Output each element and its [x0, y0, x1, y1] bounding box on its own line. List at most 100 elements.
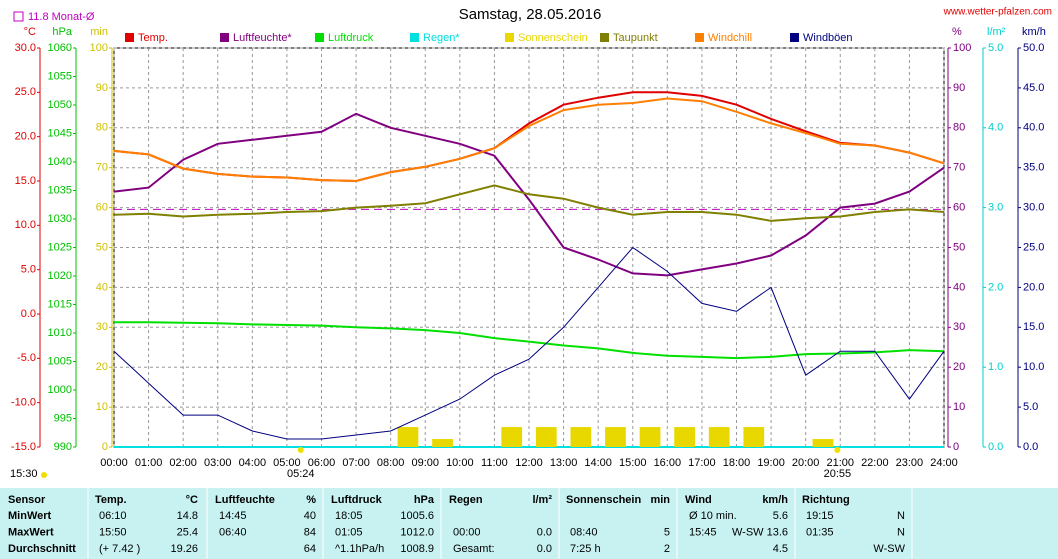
axis-tick-label: 5.0 [21, 264, 36, 276]
axis-tick-label: 40 [96, 281, 108, 293]
series-line [113, 246, 945, 440]
axis-unit: hPa [52, 26, 72, 38]
source: www.wetter-pfalzen.com [943, 7, 1052, 18]
table-cell: (+ 7.42 ) [99, 543, 140, 555]
table-header: l/m² [532, 494, 552, 506]
table-cell: 15:50 [99, 526, 127, 538]
table-header: °C [186, 494, 198, 506]
table-cell: 0.0 [537, 543, 552, 555]
axis-tick-label: 1030 [48, 213, 72, 225]
axis-tick-label: 30.0 [1023, 202, 1044, 214]
x-tick-label: 18:00 [723, 457, 751, 469]
legend-label: Taupunkt [613, 32, 658, 44]
table-cell: 06:40 [219, 526, 247, 538]
table-cell: 08:40 [570, 526, 598, 538]
table-cell: MaxWert [8, 526, 54, 538]
time-marker [41, 472, 47, 478]
legend-swatch [600, 33, 609, 42]
axis-tick-label: 0.0 [21, 308, 36, 320]
table-cell: Durchschnitt [8, 543, 76, 555]
table-cell: 84 [304, 526, 316, 538]
axis-tick-label: 10.0 [15, 219, 36, 231]
axis-tick-label: 0 [102, 441, 108, 453]
x-tick-label: 09:00 [411, 457, 439, 469]
legend-swatch [790, 33, 799, 42]
table-header: Richtung [802, 494, 850, 506]
axis-tick-label: 5.0 [988, 42, 1003, 54]
table-cell: 06:10 [99, 510, 127, 522]
table-cell: 5 [664, 526, 670, 538]
axis-tick-label: 90 [953, 82, 965, 94]
table-header: min [650, 494, 670, 506]
table-cell: 1012.0 [400, 526, 434, 538]
axis-tick-label: 1005 [48, 355, 72, 367]
sunset-label: 20:55 [824, 468, 852, 480]
axis-tick-label: 2.0 [988, 281, 1003, 293]
sunshine-bar [397, 427, 419, 447]
table-cell: 01:35 [806, 526, 834, 538]
table-cell: N [897, 510, 905, 522]
sunshine-bar [812, 439, 834, 447]
axis-tick-label: 70 [953, 162, 965, 174]
axis-tick-label: 10.0 [1023, 361, 1044, 373]
x-tick-label: 11:00 [481, 457, 508, 469]
x-tick-label: 07:00 [342, 457, 370, 469]
axis-tick-label: 3.0 [988, 202, 1003, 214]
sunshine-bar [535, 427, 557, 447]
axis-tick-label: 80 [953, 122, 965, 134]
legend-swatch [410, 33, 419, 42]
table-cell: 0.0 [537, 526, 552, 538]
x-tick-label: 15:00 [619, 457, 647, 469]
table-cell: ^1.1hPa/h [335, 543, 384, 555]
average-icon [13, 11, 24, 22]
legend-label: Luftdruck [328, 32, 374, 44]
series-line [114, 321, 945, 360]
x-tick-label: 03:00 [204, 457, 232, 469]
sunshine-bar [570, 427, 592, 447]
sunshine-bar [708, 427, 730, 447]
x-tick-label: 20:00 [792, 457, 820, 469]
axis-tick-label: 30 [953, 321, 965, 333]
axis-tick-label: 20 [953, 361, 965, 373]
axis-tick-label: 70 [96, 162, 108, 174]
axis-tick-label: 1010 [48, 327, 72, 339]
x-tick-label: 00:00 [100, 457, 128, 469]
sunshine-bar [743, 427, 765, 447]
table-cell: 15:45 [689, 526, 717, 538]
axis-tick-label: 25.0 [15, 86, 36, 98]
axis-unit: l/m² [987, 26, 1006, 38]
axis-tick-label: 40 [953, 281, 965, 293]
table-header: Luftdruck [331, 494, 383, 506]
axis-tick-label: 1040 [48, 156, 72, 168]
sunshine-bar [639, 427, 661, 447]
axis-tick-label: 30.0 [15, 42, 36, 54]
sunshine-bar [605, 427, 626, 447]
x-tick-label: 19:00 [757, 457, 785, 469]
legend-swatch [315, 33, 324, 42]
table-header: Sensor [8, 494, 46, 506]
x-tick-label: 08:00 [377, 457, 405, 469]
table-cell: MinWert [8, 510, 52, 522]
x-tick-label: 05:00 [273, 457, 301, 469]
axis-tick-label: 15.0 [15, 175, 36, 187]
table-cell: 18:05 [335, 510, 363, 522]
table-cell: 4.5 [773, 543, 788, 555]
axis-tick-label: 4.0 [988, 122, 1003, 134]
table-cell: 2 [664, 543, 670, 555]
x-tick-label: 14:00 [584, 457, 612, 469]
axis-tick-label: 40.0 [1023, 122, 1044, 134]
axis-tick-label: 100 [953, 42, 971, 54]
series-line [113, 112, 945, 277]
x-tick-label: 23:00 [896, 457, 924, 469]
x-tick-label: 04:00 [239, 457, 267, 469]
x-tick-label: 24:00 [930, 457, 958, 469]
x-tick-label: 06:00 [308, 457, 336, 469]
axis-tick-label: 20 [96, 361, 108, 373]
legend-label: Luftfeuchte* [233, 32, 292, 44]
axis-tick-label: -15.0 [11, 441, 36, 453]
table-cell: 25.4 [177, 526, 198, 538]
x-tick-label: 17:00 [688, 457, 716, 469]
axis-tick-label: 1000 [48, 384, 72, 396]
axis-tick-label: 60 [953, 202, 965, 214]
axis-tick-label: 50 [953, 241, 965, 253]
